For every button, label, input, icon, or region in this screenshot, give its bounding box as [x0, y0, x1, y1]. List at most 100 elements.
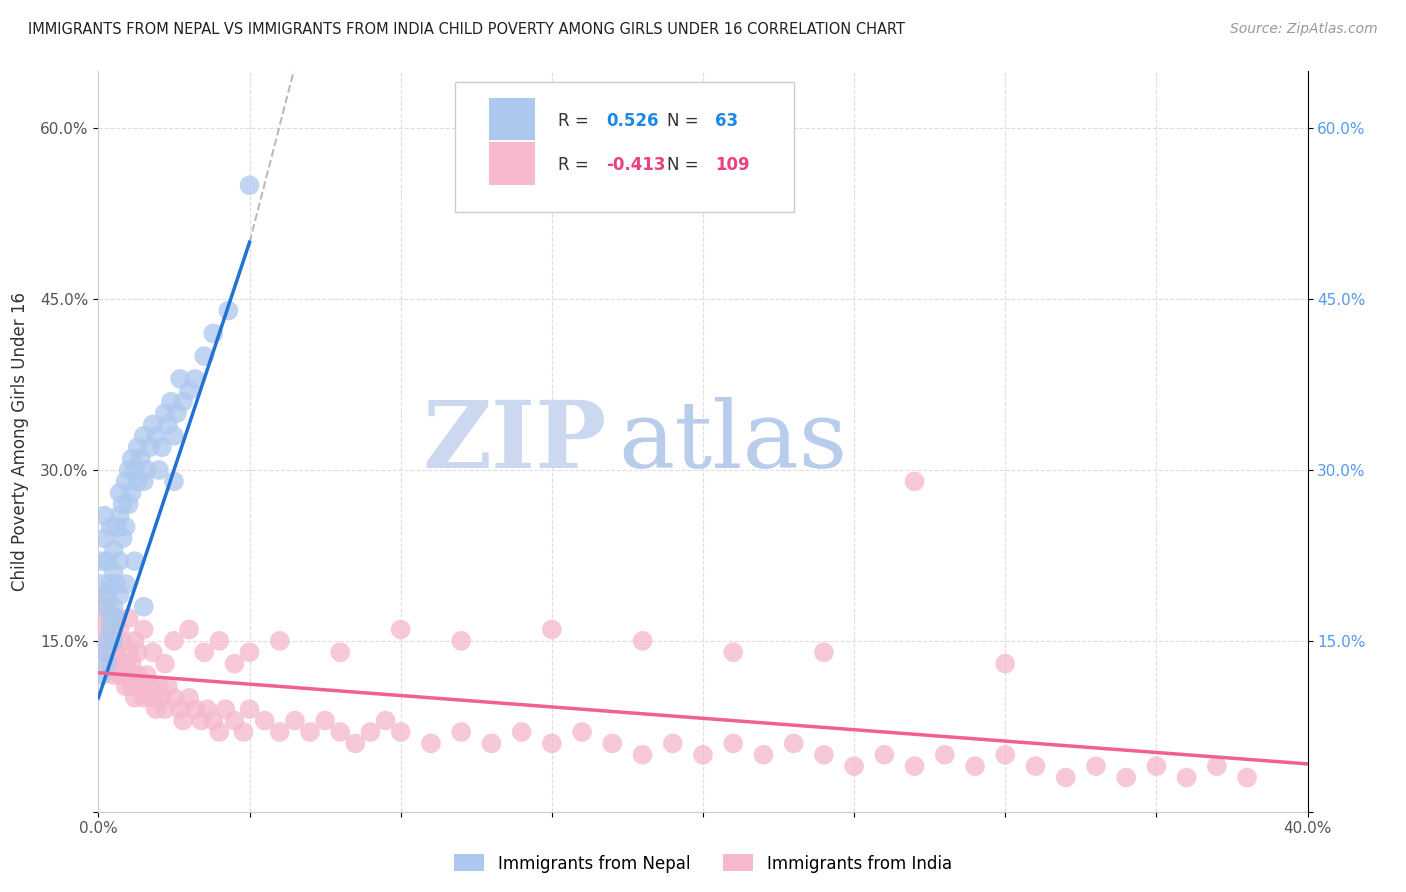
Text: IMMIGRANTS FROM NEPAL VS IMMIGRANTS FROM INDIA CHILD POVERTY AMONG GIRLS UNDER 1: IMMIGRANTS FROM NEPAL VS IMMIGRANTS FROM…	[28, 22, 905, 37]
Point	[139, 440, 162, 454]
Point	[934, 747, 956, 762]
Point	[108, 588, 131, 602]
Bar	[489, 98, 534, 140]
Point	[148, 680, 170, 694]
Text: R =: R =	[558, 112, 593, 130]
Point	[571, 725, 593, 739]
Point	[100, 623, 122, 637]
Point	[156, 417, 179, 432]
Point	[118, 645, 141, 659]
Point	[96, 554, 118, 568]
Point	[163, 633, 186, 648]
Point	[132, 623, 155, 637]
Point	[121, 451, 143, 466]
Point	[142, 645, 165, 659]
Point	[631, 747, 654, 762]
Point	[904, 759, 927, 773]
Point	[103, 566, 125, 580]
Point	[96, 599, 118, 614]
Y-axis label: Child Poverty Among Girls Under 16: Child Poverty Among Girls Under 16	[11, 292, 30, 591]
Point	[96, 645, 118, 659]
Point	[169, 372, 191, 386]
Point	[994, 657, 1017, 671]
Point	[166, 406, 188, 420]
Point	[1024, 759, 1046, 773]
Point	[121, 485, 143, 500]
Point	[105, 645, 128, 659]
Legend: Immigrants from Nepal, Immigrants from India: Immigrants from Nepal, Immigrants from I…	[447, 847, 959, 880]
Point	[121, 680, 143, 694]
Point	[193, 349, 215, 363]
Point	[114, 577, 136, 591]
Point	[100, 623, 122, 637]
Point	[121, 657, 143, 671]
Point	[93, 588, 115, 602]
Point	[202, 326, 225, 341]
Point	[111, 497, 134, 511]
Point	[160, 394, 183, 409]
Point	[124, 690, 146, 705]
Point	[118, 497, 141, 511]
Point	[208, 633, 231, 648]
Text: ZIP: ZIP	[422, 397, 606, 486]
Point	[105, 611, 128, 625]
Point	[873, 747, 896, 762]
Point	[90, 611, 112, 625]
Point	[239, 702, 262, 716]
Point	[135, 463, 157, 477]
Point	[208, 725, 231, 739]
Point	[114, 475, 136, 489]
Point	[93, 645, 115, 659]
Text: 109: 109	[716, 156, 749, 174]
Point	[127, 645, 149, 659]
Point	[111, 633, 134, 648]
Point	[1085, 759, 1108, 773]
Point	[150, 440, 173, 454]
Point	[1054, 771, 1077, 785]
Point	[179, 384, 201, 398]
Point	[692, 747, 714, 762]
Point	[96, 633, 118, 648]
Point	[631, 633, 654, 648]
Point	[314, 714, 336, 728]
Text: N =: N =	[666, 112, 703, 130]
Point	[127, 475, 149, 489]
Point	[93, 508, 115, 523]
Point	[118, 463, 141, 477]
Point	[145, 429, 167, 443]
Point	[150, 690, 173, 705]
Point	[103, 645, 125, 659]
Point	[100, 611, 122, 625]
Point	[1144, 759, 1167, 773]
Point	[100, 657, 122, 671]
Point	[124, 463, 146, 477]
Point	[224, 657, 246, 671]
Point	[374, 714, 396, 728]
Point	[129, 680, 152, 694]
Point	[163, 429, 186, 443]
Point	[108, 508, 131, 523]
Point	[844, 759, 866, 773]
Point	[783, 736, 806, 750]
Point	[179, 690, 201, 705]
Point	[299, 725, 322, 739]
Point	[904, 475, 927, 489]
Point	[179, 623, 201, 637]
Point	[510, 725, 533, 739]
Point	[184, 702, 207, 716]
Point	[93, 532, 115, 546]
Point	[450, 633, 472, 648]
Point	[96, 657, 118, 671]
Point	[103, 633, 125, 648]
Point	[105, 611, 128, 625]
Point	[132, 599, 155, 614]
Point	[217, 303, 239, 318]
Point	[100, 577, 122, 591]
Point	[148, 463, 170, 477]
Point	[195, 702, 218, 716]
Point	[269, 725, 291, 739]
Point	[239, 178, 262, 193]
Text: 0.526: 0.526	[606, 112, 659, 130]
Point	[214, 702, 236, 716]
Point	[142, 690, 165, 705]
